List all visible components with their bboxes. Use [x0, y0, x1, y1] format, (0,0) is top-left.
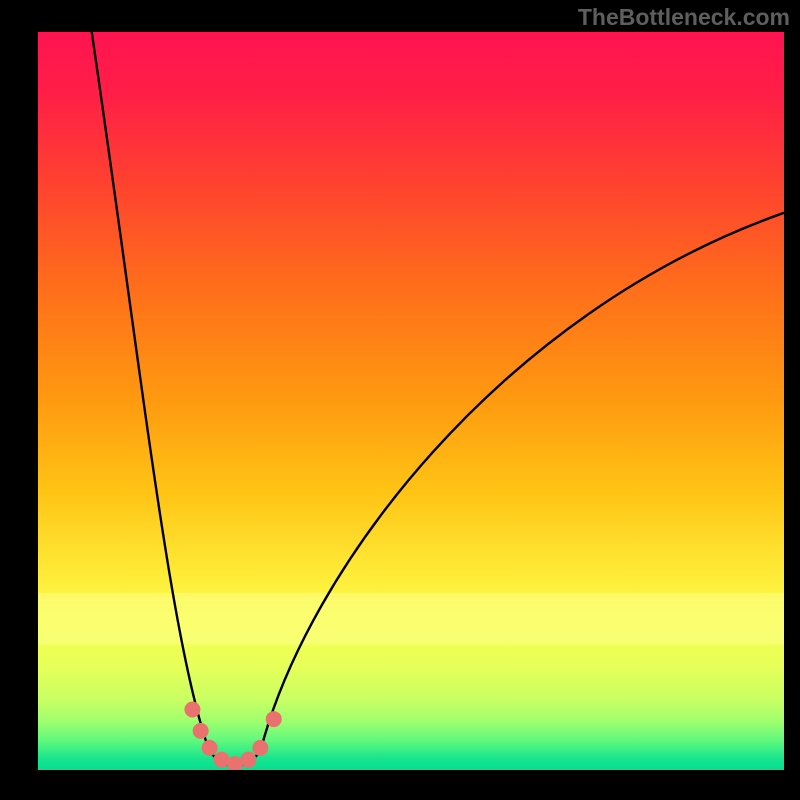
plot-area — [38, 32, 784, 770]
data-marker — [202, 740, 218, 756]
highlight-band — [38, 593, 784, 645]
data-marker — [184, 701, 200, 717]
watermark-text: TheBottleneck.com — [578, 4, 790, 31]
data-marker — [193, 723, 209, 739]
data-marker — [266, 711, 282, 727]
chart-svg — [38, 32, 784, 770]
data-marker — [252, 740, 268, 756]
right-curve — [260, 213, 784, 752]
data-marker — [240, 752, 256, 768]
chart-frame: TheBottleneck.com — [0, 0, 800, 800]
